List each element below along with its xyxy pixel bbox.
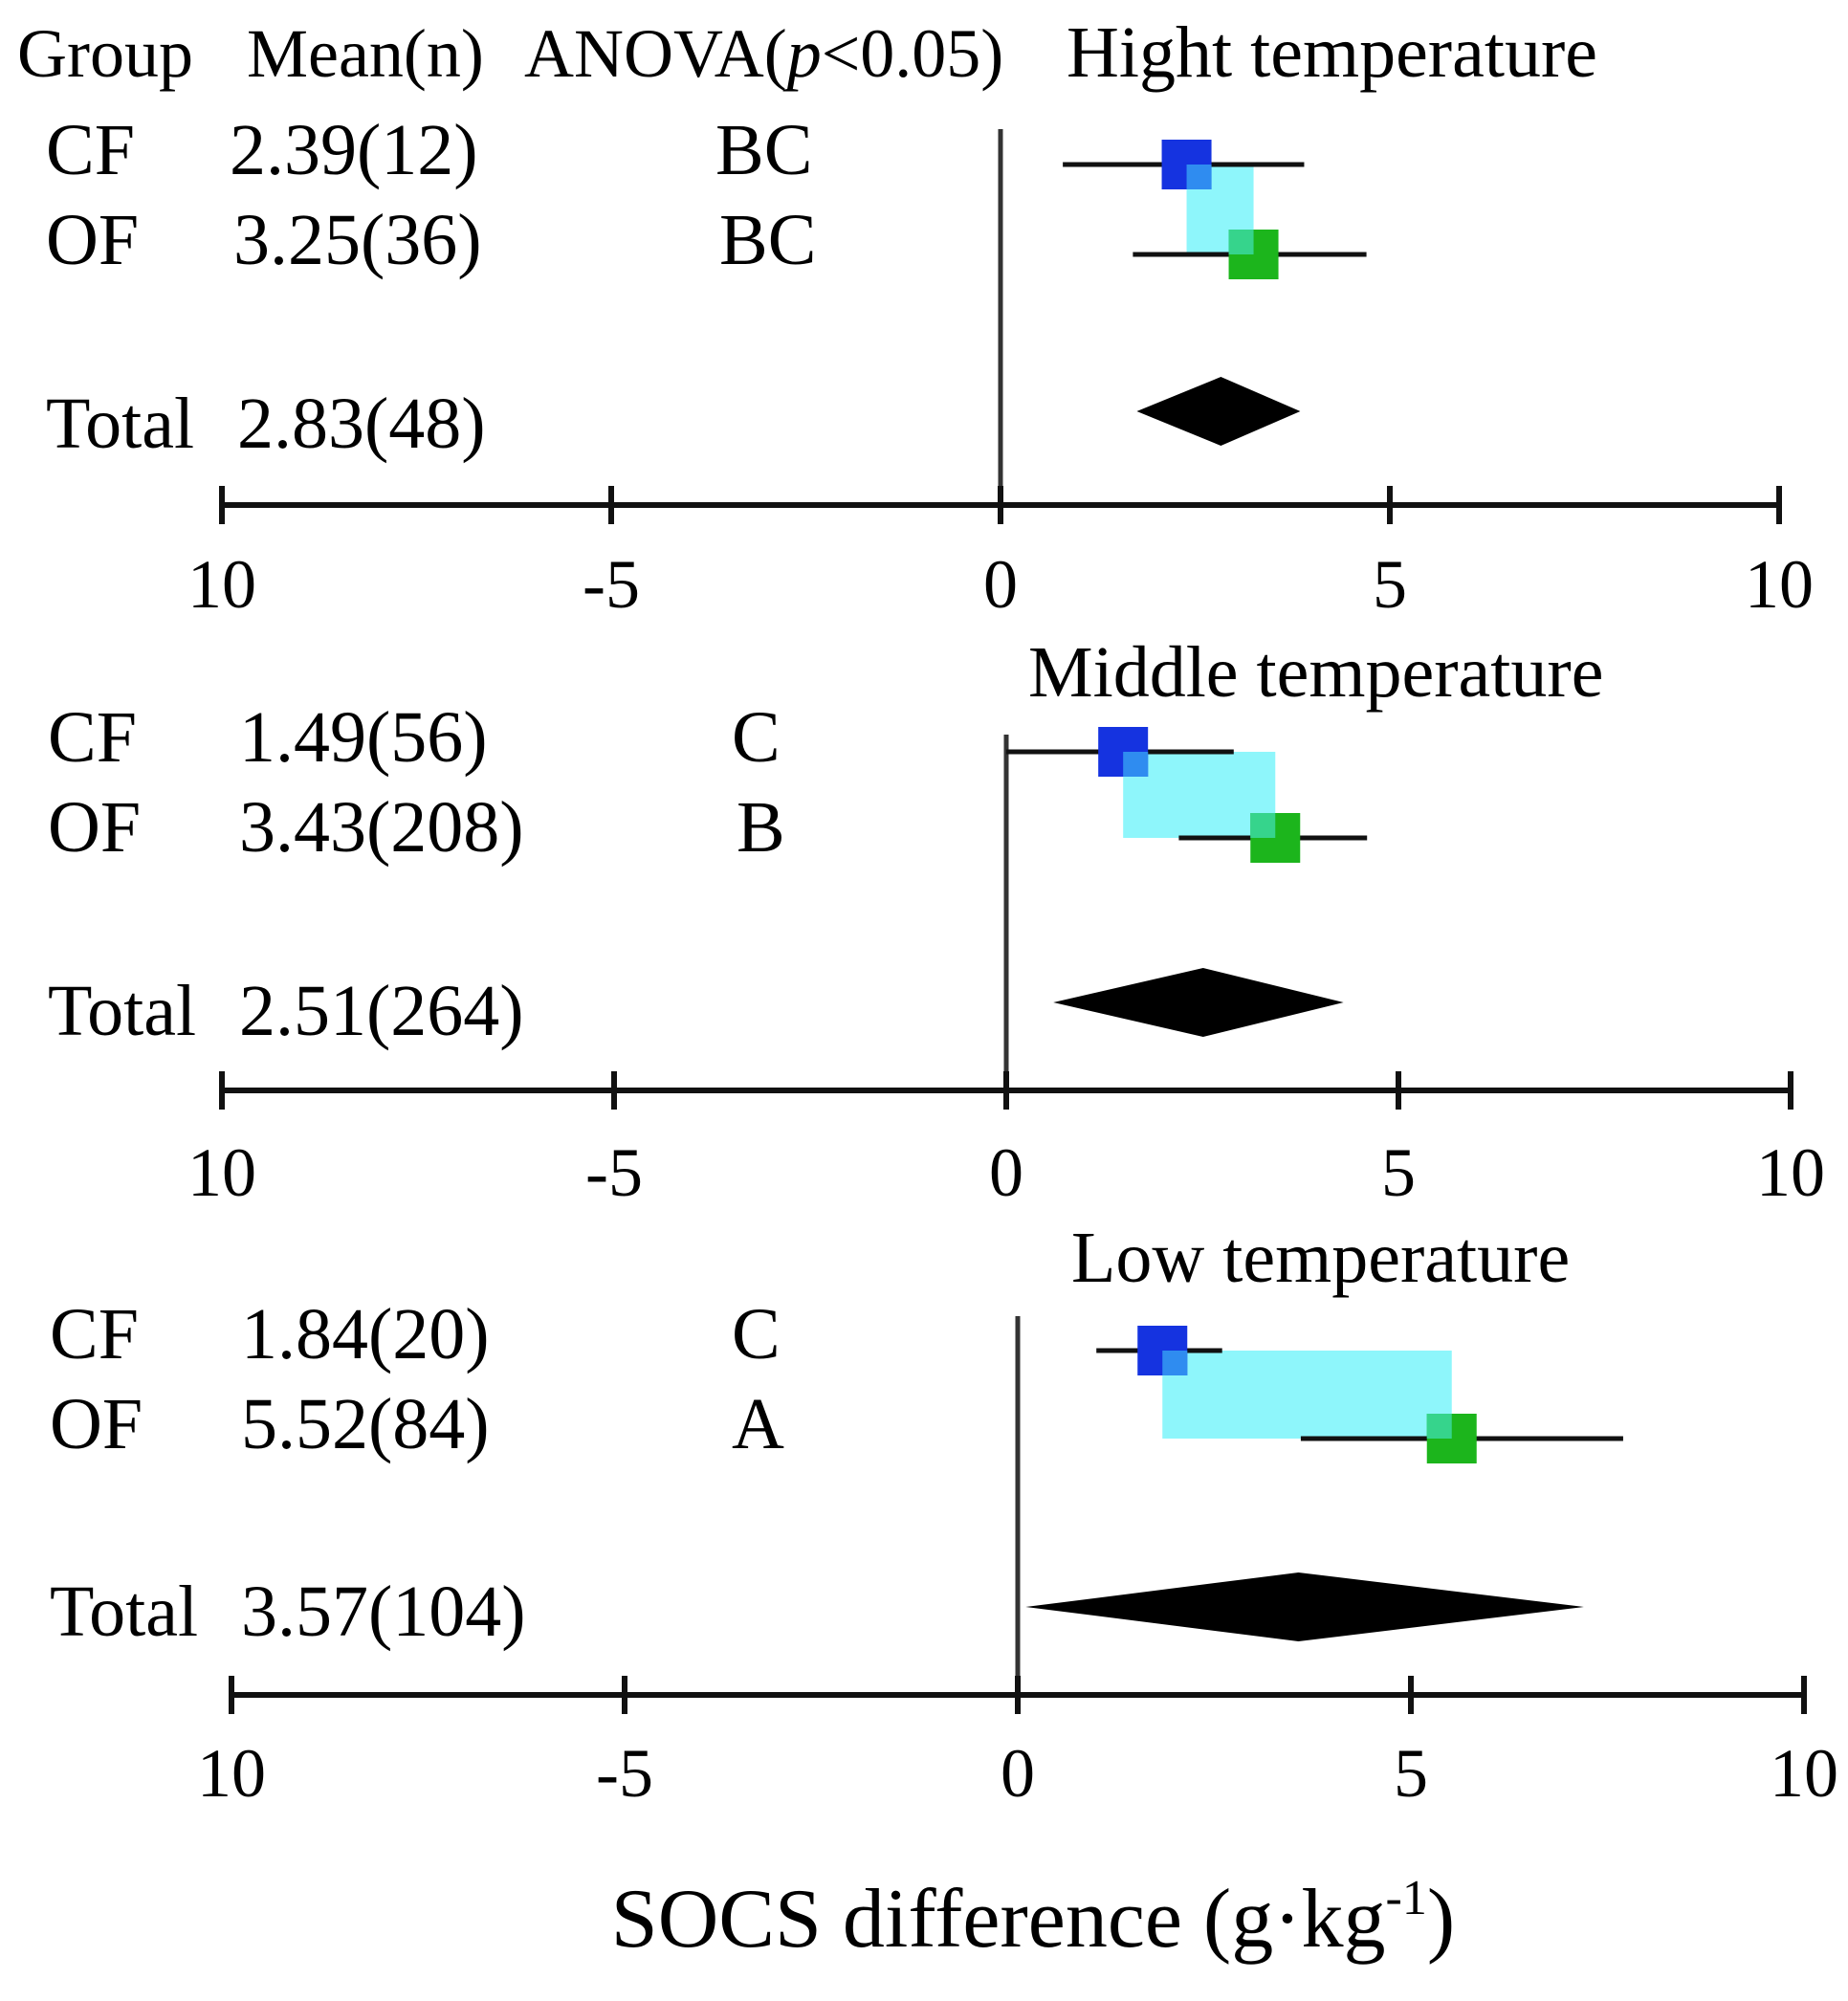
x-tick-label: 5 <box>1381 1134 1416 1211</box>
row-cf-anova: C <box>732 1294 781 1374</box>
row-of-group: OF <box>50 1384 143 1464</box>
total-label: Total <box>46 384 194 464</box>
total-label: Total <box>48 971 196 1051</box>
x-tick-label: -5 <box>585 1134 643 1211</box>
total-diamond <box>1136 377 1301 446</box>
row-of-group: OF <box>48 787 141 868</box>
panel-title: Middle temperature <box>1028 632 1603 713</box>
row-of-anova: B <box>737 787 785 868</box>
of-mean-marker-highlight <box>1228 230 1254 254</box>
row-of-group: OF <box>46 200 139 280</box>
of-mean-marker-highlight <box>1250 813 1276 838</box>
x-tick-label: 0 <box>989 1134 1023 1211</box>
x-tick-label: 10 <box>187 546 256 623</box>
x-axis-label: SOCS difference (g·kg-1) <box>611 1871 1455 1966</box>
panel-title: Hight temperature <box>1067 12 1597 93</box>
difference-band <box>1162 1351 1452 1439</box>
x-axis-label-close: ) <box>1427 1873 1455 1966</box>
row-cf-group: CF <box>50 1294 139 1374</box>
panel-hight-temperature: Hight temperature CF 2.39(12) BC OF 3.25… <box>46 12 1814 623</box>
row-cf-anova: BC <box>715 110 812 190</box>
of-mean-marker-highlight <box>1426 1414 1452 1439</box>
x-tick-label: 0 <box>1001 1735 1035 1812</box>
row-cf-mean-n: 1.84(20) <box>241 1294 490 1374</box>
x-tick-label: 10 <box>197 1735 266 1812</box>
difference-band <box>1123 752 1276 838</box>
header-mean: Mean(n) <box>247 15 484 92</box>
cf-mean-marker-highlight <box>1186 165 1212 189</box>
row-of-mean-n: 5.52(84) <box>241 1384 490 1464</box>
row-of-mean-n: 3.25(36) <box>233 200 482 280</box>
x-tick-label: 5 <box>1373 546 1407 623</box>
total-label: Total <box>50 1572 198 1652</box>
row-cf-mean-n: 1.49(56) <box>239 697 488 778</box>
x-tick-label: 0 <box>983 546 1018 623</box>
x-tick-label: 10 <box>1745 546 1814 623</box>
panel-low-temperature: Low temperature CF 1.84(20) C OF 5.52(84… <box>50 1218 1838 1812</box>
header-anova-prefix: ANOVA( <box>524 15 787 92</box>
row-cf-anova: C <box>732 697 781 778</box>
row-of-mean-n: 3.43(208) <box>239 787 524 868</box>
header-anova: ANOVA(p<0.05) <box>524 15 1003 92</box>
x-tick-label: -5 <box>596 1735 653 1812</box>
row-of-anova: A <box>732 1384 784 1464</box>
cf-mean-marker-highlight <box>1162 1351 1188 1375</box>
total-mean-n: 2.51(264) <box>239 971 524 1051</box>
header-anova-suffix: <0.05) <box>822 15 1004 92</box>
x-tick-label: 10 <box>1756 1134 1825 1211</box>
total-diamond <box>1025 1572 1584 1641</box>
x-tick-label: 5 <box>1394 1735 1428 1812</box>
x-axis-label-text: SOCS difference (g·kg <box>611 1873 1386 1966</box>
header-group: Group <box>17 15 193 92</box>
x-tick-label: 10 <box>1770 1735 1838 1812</box>
cf-mean-marker-highlight <box>1123 752 1149 777</box>
x-axis-label-sup: -1 <box>1386 1871 1427 1925</box>
x-tick-label: 10 <box>187 1134 256 1211</box>
total-mean-n: 2.83(48) <box>237 384 486 464</box>
row-of-anova: BC <box>719 200 816 280</box>
row-cf-group: CF <box>48 697 137 778</box>
total-diamond <box>1053 968 1344 1037</box>
row-cf-group: CF <box>46 110 135 190</box>
header-anova-p: p <box>782 15 822 92</box>
panel-middle-temperature: Middle temperature CF 1.49(56) C OF 3.43… <box>48 632 1825 1211</box>
panel-title: Low temperature <box>1071 1218 1570 1298</box>
x-tick-label: -5 <box>583 546 640 623</box>
total-mean-n: 3.57(104) <box>241 1572 526 1652</box>
row-cf-mean-n: 2.39(12) <box>230 110 478 190</box>
